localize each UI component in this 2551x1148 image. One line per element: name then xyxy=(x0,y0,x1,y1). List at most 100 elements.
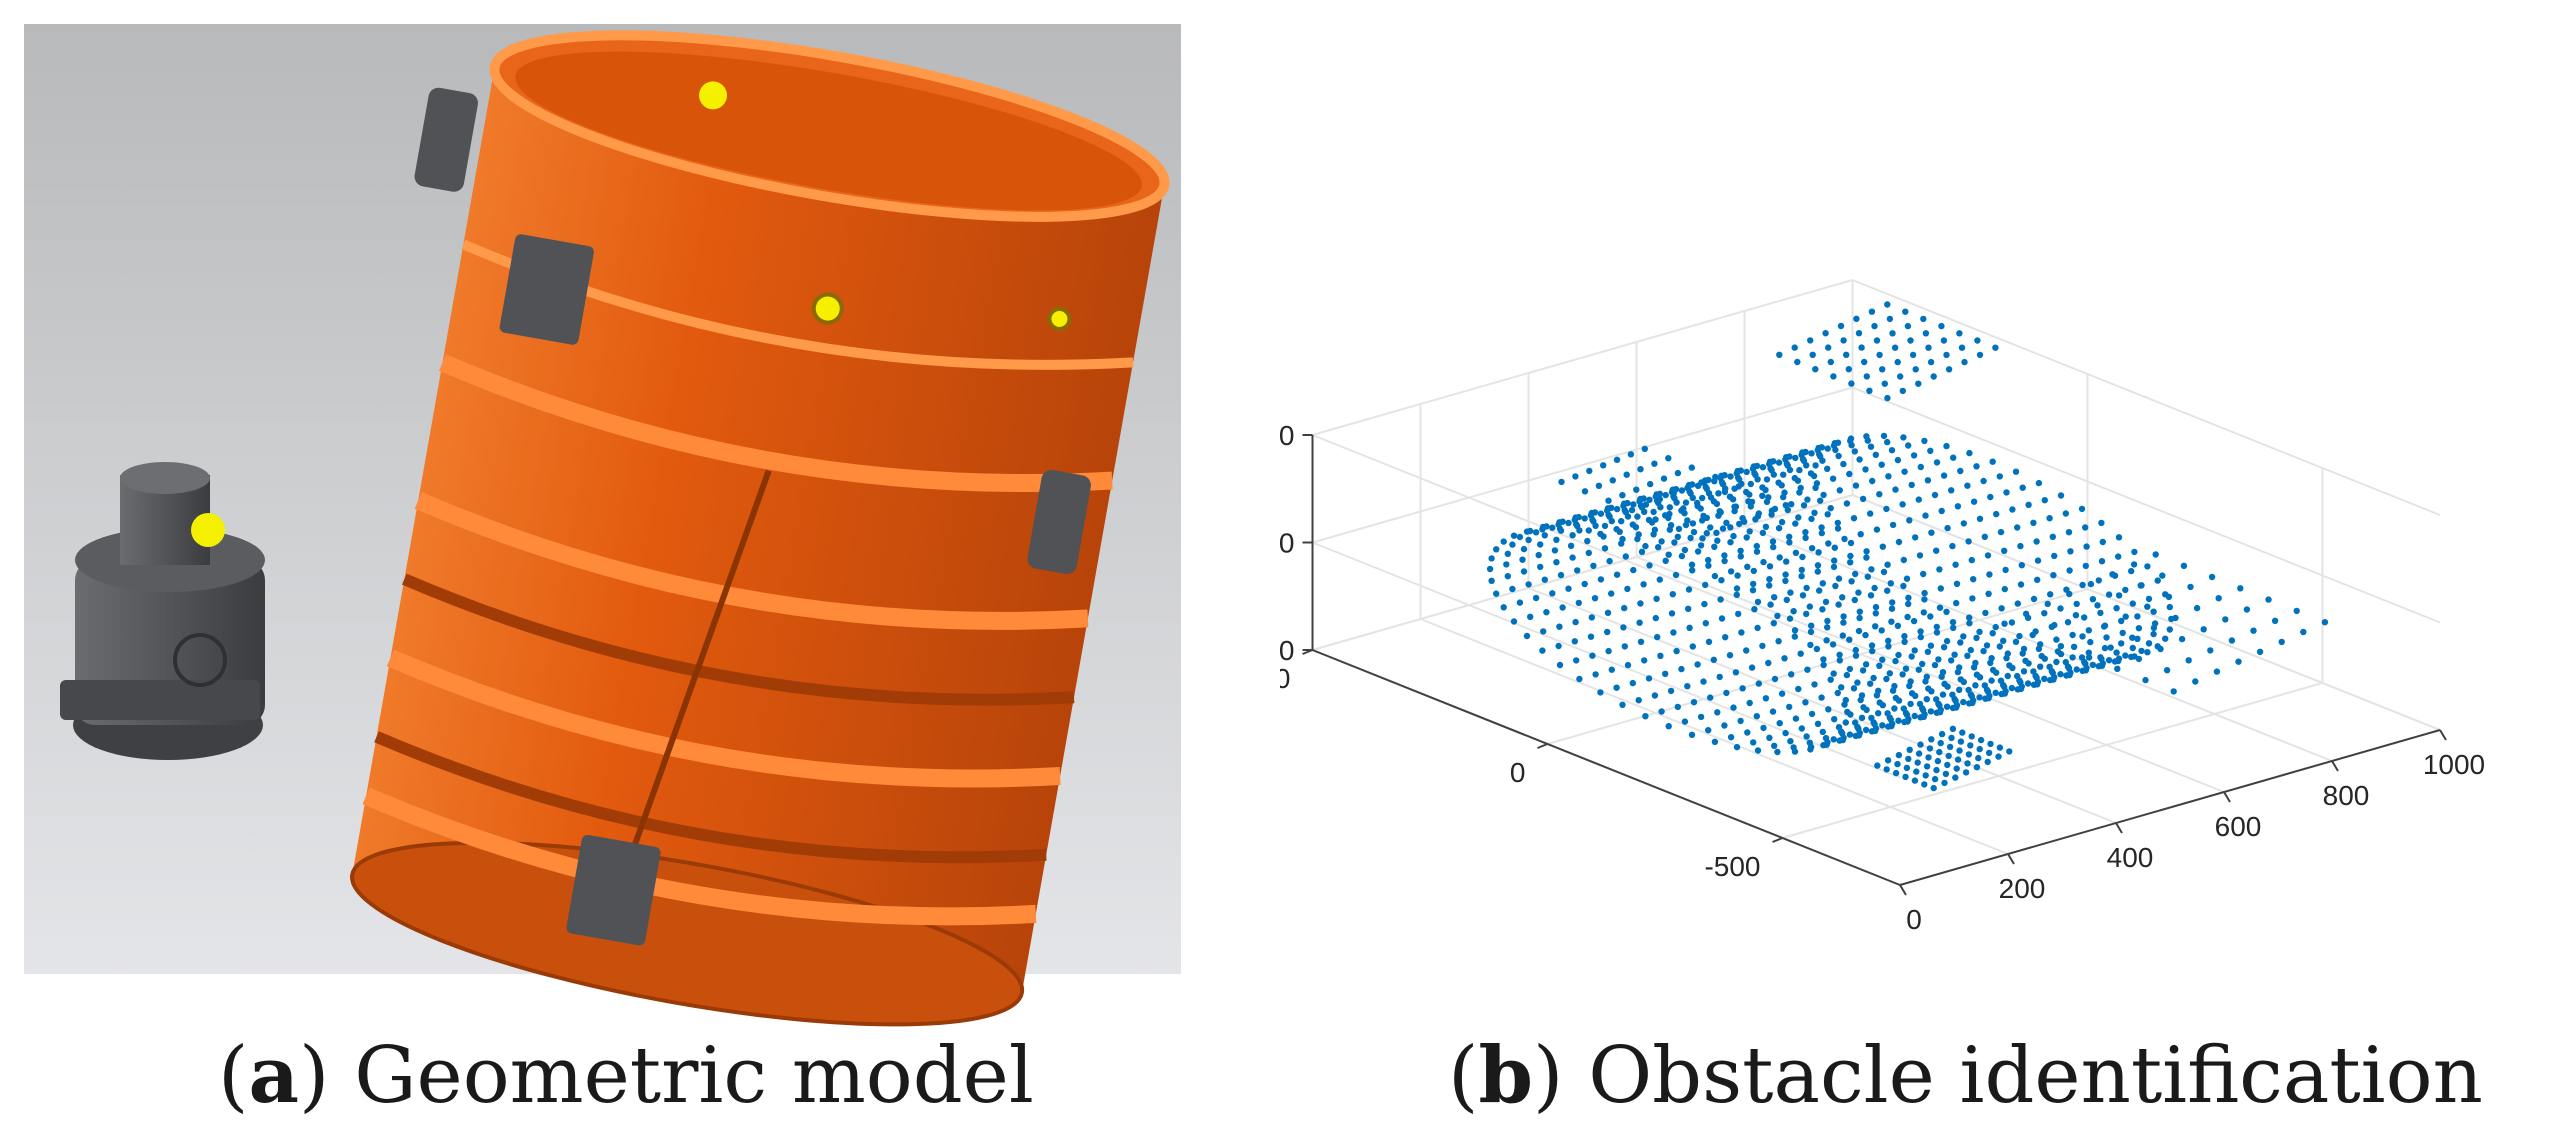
data-point xyxy=(1825,344,1832,351)
data-point xyxy=(1493,590,1500,597)
data-point xyxy=(1581,515,1588,522)
cylinder-top-inner xyxy=(515,51,1142,211)
data-point xyxy=(1829,475,1837,482)
data-point xyxy=(1813,645,1821,653)
data-point xyxy=(1768,507,1776,514)
data-point xyxy=(2001,683,2008,691)
data-point xyxy=(1703,530,1710,537)
data-point xyxy=(1857,696,1864,704)
data-point xyxy=(1873,337,1881,344)
data-point xyxy=(1684,683,1691,690)
data-point xyxy=(1666,504,1673,511)
data-point xyxy=(1754,747,1762,754)
data-point xyxy=(1500,538,1507,545)
data-point xyxy=(1864,573,1871,580)
data-point xyxy=(2041,655,2048,662)
data-point xyxy=(1913,768,1920,775)
data-point xyxy=(1914,759,1921,766)
data-point xyxy=(2033,674,2040,681)
data-point xyxy=(1576,675,1583,683)
data-point xyxy=(1795,514,1802,521)
data-point xyxy=(1962,769,1970,776)
data-point xyxy=(1802,448,1809,456)
data-point xyxy=(1721,472,1728,479)
data-point xyxy=(1957,738,1965,745)
data-point xyxy=(1930,784,1937,792)
data-point xyxy=(1559,518,1566,525)
data-point xyxy=(1984,688,1992,695)
data-point xyxy=(1889,521,1897,529)
data-point xyxy=(1590,562,1597,569)
data-point xyxy=(1889,330,1896,337)
data-point xyxy=(1892,486,1899,493)
data-point xyxy=(1984,758,1991,766)
data-point xyxy=(1575,513,1582,521)
data-point xyxy=(2018,562,2025,569)
data-point xyxy=(1948,487,1955,494)
data-point xyxy=(1995,753,2002,760)
data-point xyxy=(1855,627,1863,635)
data-point xyxy=(1928,688,1935,695)
data-point xyxy=(1621,643,1628,650)
data-point xyxy=(2022,610,2030,617)
data-point xyxy=(1698,479,1705,486)
data-point xyxy=(2051,621,2058,629)
data-point xyxy=(1900,582,1907,590)
data-point xyxy=(1737,467,1744,474)
data-point xyxy=(1791,633,1798,640)
data-point xyxy=(1886,315,1894,323)
data-point xyxy=(1613,684,1620,691)
data-point xyxy=(1527,527,1534,535)
data-point xyxy=(1627,451,1635,458)
grid-line xyxy=(1312,386,1853,544)
chart-points xyxy=(1486,301,2329,792)
caption-b: (b) Obstacle identification xyxy=(1448,1030,2483,1121)
data-point xyxy=(1666,510,1673,518)
data-point xyxy=(1776,720,1783,727)
data-point xyxy=(1815,549,1822,556)
data-point xyxy=(1509,541,1516,548)
data-point xyxy=(2047,591,2054,598)
data-point xyxy=(1771,594,1778,601)
data-point xyxy=(1846,731,1854,738)
data-point xyxy=(1825,540,1832,547)
data-point xyxy=(1839,594,1846,601)
data-point xyxy=(1880,432,1888,440)
data-point xyxy=(1853,315,1860,322)
data-point xyxy=(1786,533,1793,540)
z-tick-label: -500 xyxy=(1280,635,1295,666)
data-point xyxy=(1762,695,1770,702)
data-point xyxy=(1894,622,1902,629)
data-point xyxy=(1863,373,1870,380)
data-point xyxy=(1996,744,2004,751)
grid-line xyxy=(1852,279,2441,516)
data-point xyxy=(2062,510,2069,517)
grid-line xyxy=(1312,541,1901,779)
data-point xyxy=(1835,601,1842,608)
data-point xyxy=(1927,642,1935,649)
data-point xyxy=(1727,734,1735,741)
data-point xyxy=(1931,775,1939,783)
data-point xyxy=(1841,701,1848,708)
data-point xyxy=(1624,661,1632,669)
data-point xyxy=(1822,330,1829,337)
data-point xyxy=(1891,705,1898,712)
data-point xyxy=(1948,734,1955,742)
data-point xyxy=(1904,322,1912,330)
data-point xyxy=(1752,471,1759,479)
data-point xyxy=(1766,563,1774,570)
data-point xyxy=(2078,654,2086,661)
data-point xyxy=(1721,557,1728,565)
data-point xyxy=(1630,566,1637,574)
data-point xyxy=(1922,330,1930,337)
data-point xyxy=(1668,610,1676,617)
data-point xyxy=(1960,520,1967,527)
y-tick xyxy=(1537,743,1548,749)
data-point xyxy=(1966,620,1973,627)
data-point xyxy=(1933,459,1941,466)
data-point xyxy=(1933,623,1940,631)
data-point xyxy=(1796,466,1803,474)
data-point xyxy=(1992,623,1999,631)
data-point xyxy=(1737,547,1744,554)
data-point xyxy=(1618,518,1625,525)
